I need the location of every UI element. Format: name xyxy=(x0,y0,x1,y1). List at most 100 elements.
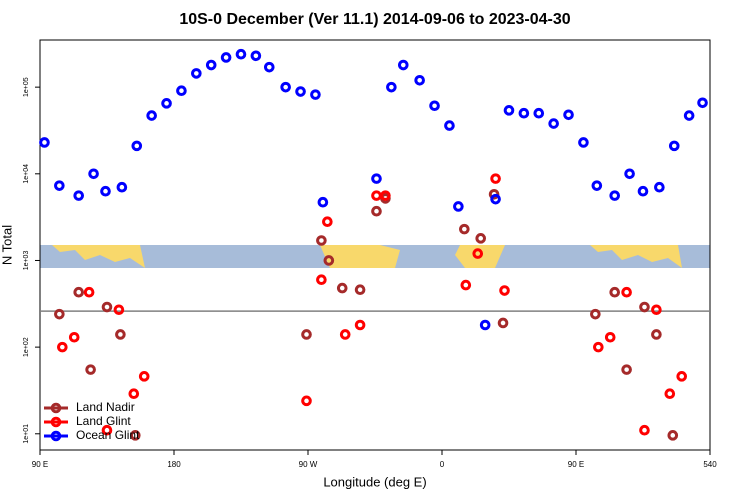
y-axis-label: N Total xyxy=(0,225,14,265)
point xyxy=(604,331,616,343)
point xyxy=(354,284,366,295)
point xyxy=(637,185,649,197)
point xyxy=(609,286,621,298)
x-tick-label: 540 xyxy=(703,460,717,469)
point xyxy=(54,308,65,320)
point xyxy=(590,308,601,320)
point xyxy=(131,140,143,152)
point xyxy=(57,341,68,353)
x-tick-label: 0 xyxy=(440,460,445,469)
point xyxy=(129,430,141,441)
x-tick-label: 180 xyxy=(167,460,181,469)
point xyxy=(220,52,232,63)
point xyxy=(397,59,409,71)
point xyxy=(697,97,708,109)
legend-label: Ocean Glint xyxy=(76,428,140,442)
point xyxy=(459,223,470,235)
point xyxy=(488,189,500,200)
point xyxy=(73,286,85,298)
point xyxy=(83,286,95,298)
point xyxy=(676,371,688,382)
point xyxy=(654,181,665,193)
point xyxy=(667,430,679,441)
point xyxy=(683,110,695,121)
point xyxy=(339,329,351,340)
point xyxy=(475,233,487,244)
x-axis-label: Longitude (deg E) xyxy=(323,474,426,489)
point xyxy=(490,193,501,205)
point xyxy=(250,50,262,62)
point xyxy=(191,68,202,79)
point xyxy=(380,190,391,201)
point xyxy=(518,107,530,119)
point xyxy=(176,85,187,96)
point xyxy=(128,388,140,400)
y-tick-label: 1e+01 xyxy=(23,424,30,444)
point xyxy=(639,424,650,436)
point xyxy=(263,61,275,73)
point xyxy=(316,274,327,285)
point xyxy=(88,168,99,180)
point xyxy=(115,329,126,340)
point xyxy=(371,173,382,184)
point xyxy=(624,168,635,180)
point xyxy=(371,205,382,217)
point xyxy=(371,190,382,201)
point xyxy=(651,304,662,316)
legend-label: Land Nadir xyxy=(76,400,135,414)
chart-title: 10S-0 December (Ver 11.1) 2014-09-06 to … xyxy=(179,11,570,28)
point xyxy=(317,196,329,208)
point xyxy=(101,424,113,436)
point xyxy=(295,86,306,97)
map-strip xyxy=(40,245,710,268)
point xyxy=(578,137,589,148)
point xyxy=(161,98,172,109)
point xyxy=(138,371,150,382)
point xyxy=(621,364,632,375)
point xyxy=(280,81,291,93)
legend-marker xyxy=(50,402,62,414)
point xyxy=(235,48,247,60)
legend-marker xyxy=(50,430,62,442)
point xyxy=(301,329,312,340)
point xyxy=(323,255,335,266)
plot-frame xyxy=(39,39,711,451)
point xyxy=(503,105,515,116)
point xyxy=(146,110,157,121)
point xyxy=(205,59,217,71)
point xyxy=(444,120,455,131)
point xyxy=(497,317,509,329)
point xyxy=(322,216,333,228)
point xyxy=(85,364,96,375)
point xyxy=(479,319,491,331)
point xyxy=(414,74,425,86)
point xyxy=(639,301,650,313)
point xyxy=(664,388,676,400)
point xyxy=(301,395,312,407)
point xyxy=(73,190,85,201)
point xyxy=(472,248,484,259)
legend-label: Land Glint xyxy=(76,414,131,428)
point xyxy=(490,173,501,184)
point xyxy=(621,286,632,298)
x-tick-label: 90 W xyxy=(299,460,318,469)
x-tick-label: 90 E xyxy=(568,460,584,469)
point xyxy=(54,180,65,191)
point xyxy=(499,285,510,296)
point xyxy=(310,89,321,100)
point xyxy=(429,100,440,112)
point xyxy=(533,107,545,119)
y-tick-label: 1e+04 xyxy=(23,164,30,184)
point xyxy=(386,81,397,93)
point xyxy=(460,279,472,291)
point xyxy=(113,304,125,316)
point xyxy=(336,282,348,294)
point xyxy=(68,331,80,343)
y-tick-label: 1e+05 xyxy=(23,77,30,97)
y-tick-label: 1e+02 xyxy=(23,337,30,357)
point xyxy=(39,137,50,148)
y-tick-label: 1e+03 xyxy=(23,251,30,271)
point xyxy=(101,301,113,313)
point xyxy=(316,235,327,246)
